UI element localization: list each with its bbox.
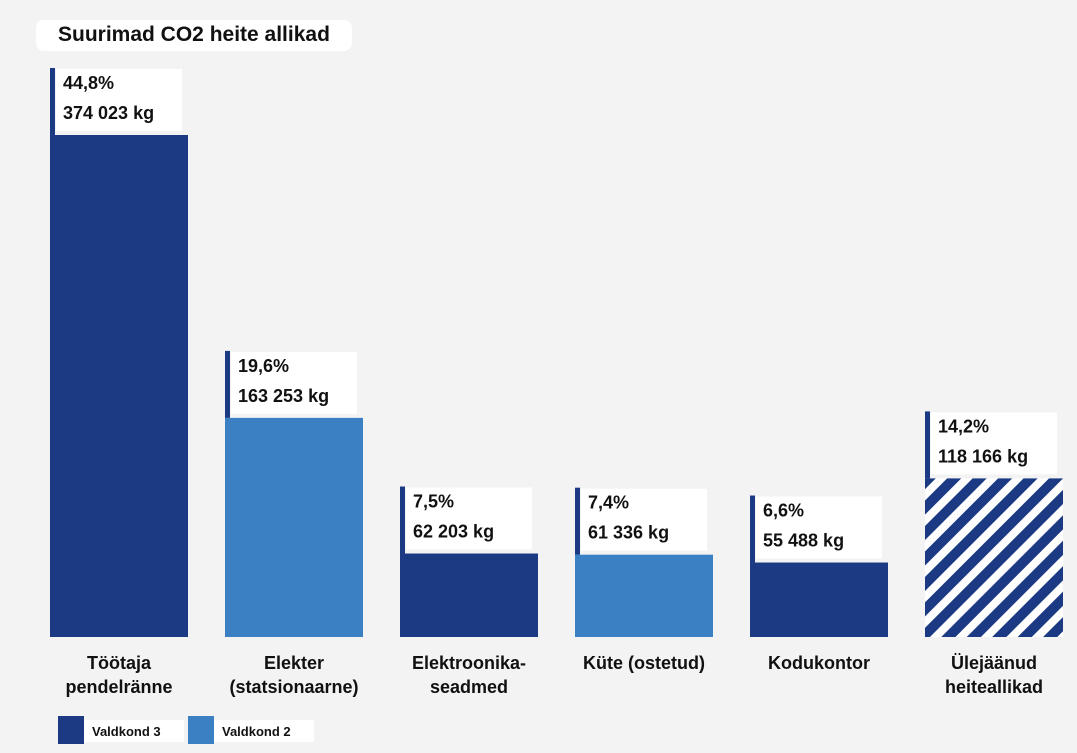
value-label: 61 336 kg: [588, 523, 669, 543]
category-label: Töötaja pendelränne: [65, 653, 173, 697]
legend-label: Valdkond 3: [92, 724, 161, 739]
value-label: 163 253 kg: [238, 386, 329, 406]
value-label: 62 203 kg: [413, 522, 494, 542]
label-line: [750, 495, 755, 563]
percent-label: 19,6%: [238, 356, 289, 376]
label-line: [225, 350, 230, 418]
category-label: Elektroonika-seadmed: [411, 653, 527, 697]
bar: [400, 553, 538, 637]
percent-label: 7,4%: [588, 493, 629, 513]
bar: [575, 554, 713, 637]
bar: [50, 135, 188, 637]
legend-box: [84, 720, 184, 742]
bar: [750, 562, 888, 637]
bar: [225, 417, 363, 637]
label-line: [575, 487, 580, 555]
value-label: 55 488 kg: [763, 531, 844, 551]
label-box: [56, 69, 182, 131]
legend-box: [214, 720, 314, 742]
label-box: [931, 412, 1057, 475]
legend-swatch: [58, 716, 84, 744]
percent-label: 14,2%: [938, 416, 989, 436]
label-line: [400, 486, 405, 554]
legend-label: Valdkond 2: [222, 724, 291, 739]
percent-label: 7,5%: [413, 492, 454, 512]
value-label: 118 166 kg: [938, 446, 1028, 466]
category-label: Küte (ostetud): [583, 653, 705, 673]
label-box: [581, 488, 707, 551]
legend-swatch: [188, 716, 214, 744]
value-label: 374 023 kg: [63, 103, 154, 123]
label-line: [925, 411, 930, 479]
chart-title: Suurimad CO2 heite allikad: [36, 20, 352, 51]
label-box: [756, 496, 882, 559]
label-box: [406, 487, 532, 550]
percent-label: 44,8%: [63, 73, 114, 93]
category-label: Ülejäänud heiteallikad: [944, 653, 1044, 697]
label-line: [50, 68, 55, 135]
percent-label: 6,6%: [763, 501, 804, 521]
label-box: [231, 351, 357, 414]
category-label: Elekter (statsionaarne): [229, 653, 359, 697]
bar: [925, 478, 1063, 637]
category-label: Kodukontor: [768, 653, 870, 673]
